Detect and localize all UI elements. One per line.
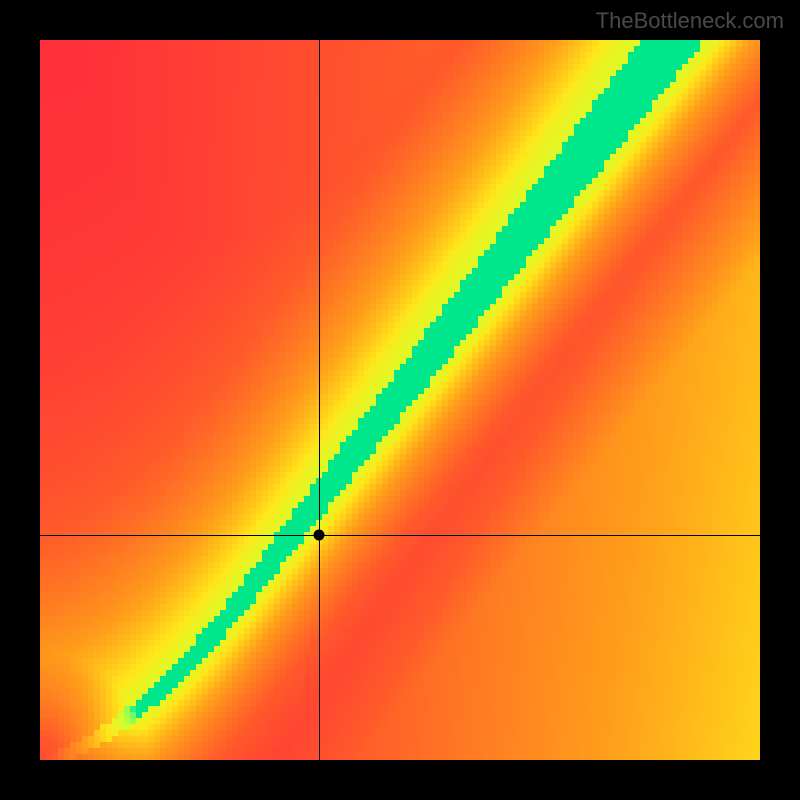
watermark: TheBottleneck.com bbox=[596, 8, 784, 34]
plot-area bbox=[40, 40, 760, 760]
marker-dot bbox=[313, 530, 324, 541]
crosshair-horizontal bbox=[40, 535, 760, 536]
heatmap-canvas bbox=[40, 40, 760, 760]
crosshair-vertical bbox=[319, 40, 320, 760]
